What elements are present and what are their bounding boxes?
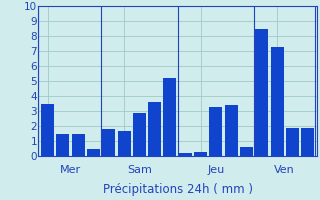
Bar: [56, 134, 69, 156]
Bar: [194, 152, 207, 156]
Text: Jeu: Jeu: [207, 165, 224, 175]
Bar: [240, 147, 253, 156]
Text: Mer: Mer: [60, 165, 81, 175]
Text: Sam: Sam: [127, 165, 152, 175]
Bar: [41, 104, 54, 156]
Bar: [179, 153, 192, 156]
Bar: [148, 102, 161, 156]
Bar: [133, 112, 146, 156]
Bar: [255, 28, 268, 156]
Bar: [102, 129, 115, 156]
Bar: [209, 106, 222, 156]
Text: Précipitations 24h ( mm ): Précipitations 24h ( mm ): [103, 183, 252, 196]
Bar: [270, 46, 284, 156]
Bar: [87, 148, 100, 156]
Text: Ven: Ven: [274, 165, 295, 175]
Bar: [164, 78, 176, 156]
Bar: [301, 128, 314, 156]
Bar: [225, 105, 238, 156]
Bar: [72, 134, 85, 156]
Bar: [117, 130, 131, 156]
Bar: [286, 128, 299, 156]
